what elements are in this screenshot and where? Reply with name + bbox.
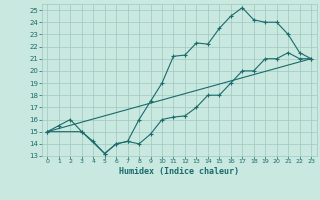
X-axis label: Humidex (Indice chaleur): Humidex (Indice chaleur)	[119, 167, 239, 176]
